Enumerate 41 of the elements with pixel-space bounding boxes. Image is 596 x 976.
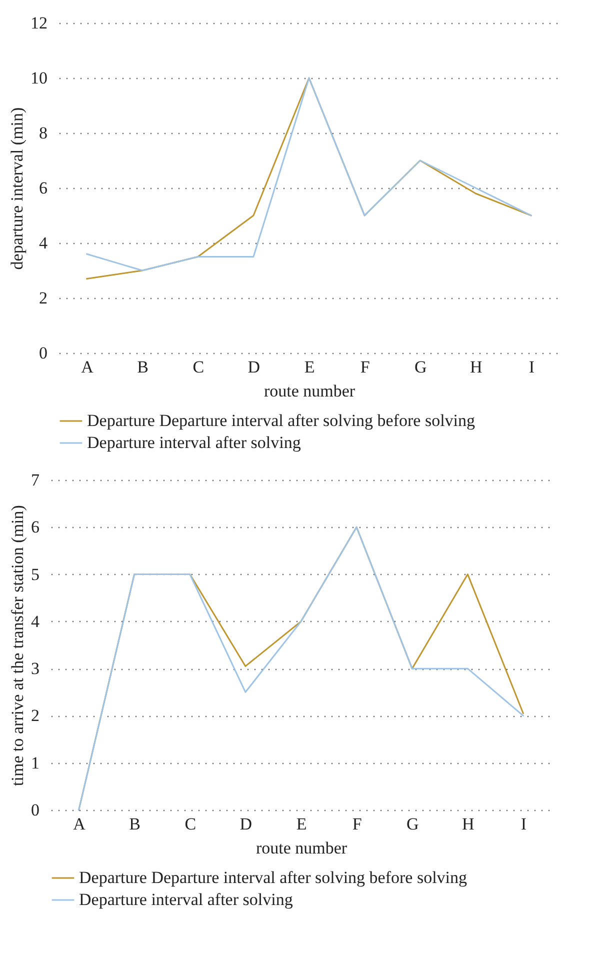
x-tick-label: C bbox=[192, 358, 204, 376]
y-tick-label: 0 bbox=[39, 344, 48, 362]
y-tick-label: 6 bbox=[31, 518, 40, 537]
x-tick-label: H bbox=[462, 814, 474, 834]
x-tick-label: E bbox=[304, 358, 315, 376]
x-tick-label: G bbox=[414, 358, 427, 376]
y-tick-label: 6 bbox=[39, 178, 48, 198]
x-tick-label: F bbox=[360, 358, 370, 376]
legend-label: Departure Departure interval after solving before solving bbox=[79, 868, 468, 887]
y-tick-label: 5 bbox=[31, 564, 40, 584]
y-tick-label: 8 bbox=[39, 124, 48, 142]
x-tick-label: A bbox=[81, 358, 94, 376]
y-tick-label: 12 bbox=[30, 14, 48, 32]
x-tick-label: F bbox=[352, 814, 362, 834]
y-tick-label: 7 bbox=[31, 470, 40, 490]
y-tick-label: 4 bbox=[39, 234, 48, 252]
legend-label: Departure Departure interval after solving before solving bbox=[87, 411, 476, 430]
x-tick-label: G bbox=[406, 814, 419, 834]
x-axis-title: route number bbox=[256, 838, 348, 858]
legend-label: Departure interval after solving bbox=[87, 433, 302, 452]
y-tick-label: 4 bbox=[31, 612, 40, 631]
y-tick-label: 2 bbox=[39, 288, 48, 308]
x-tick-label: B bbox=[137, 358, 149, 376]
x-tick-label: E bbox=[296, 814, 307, 834]
legend-label: Departure interval after solving bbox=[79, 890, 294, 909]
y-axis-title: time to arrive at the transfer station (min) bbox=[8, 505, 27, 786]
x-tick-label: I bbox=[528, 358, 535, 376]
y-tick-label: 10 bbox=[30, 68, 48, 88]
x-tick-label: C bbox=[184, 814, 196, 834]
x-tick-label: B bbox=[129, 814, 141, 834]
x-axis-title: route number bbox=[264, 382, 356, 400]
y-tick-label: 2 bbox=[31, 706, 40, 726]
y-axis-title: departure interval (min) bbox=[8, 107, 26, 270]
y-tick-label: 1 bbox=[31, 753, 40, 772]
x-tick-label: D bbox=[248, 358, 260, 376]
x-tick-label: A bbox=[73, 814, 86, 834]
x-tick-label: H bbox=[470, 358, 482, 376]
x-tick-label: D bbox=[240, 814, 252, 834]
y-tick-label: 3 bbox=[31, 659, 40, 678]
y-tick-label: 0 bbox=[31, 800, 40, 820]
x-tick-label: I bbox=[520, 814, 527, 834]
